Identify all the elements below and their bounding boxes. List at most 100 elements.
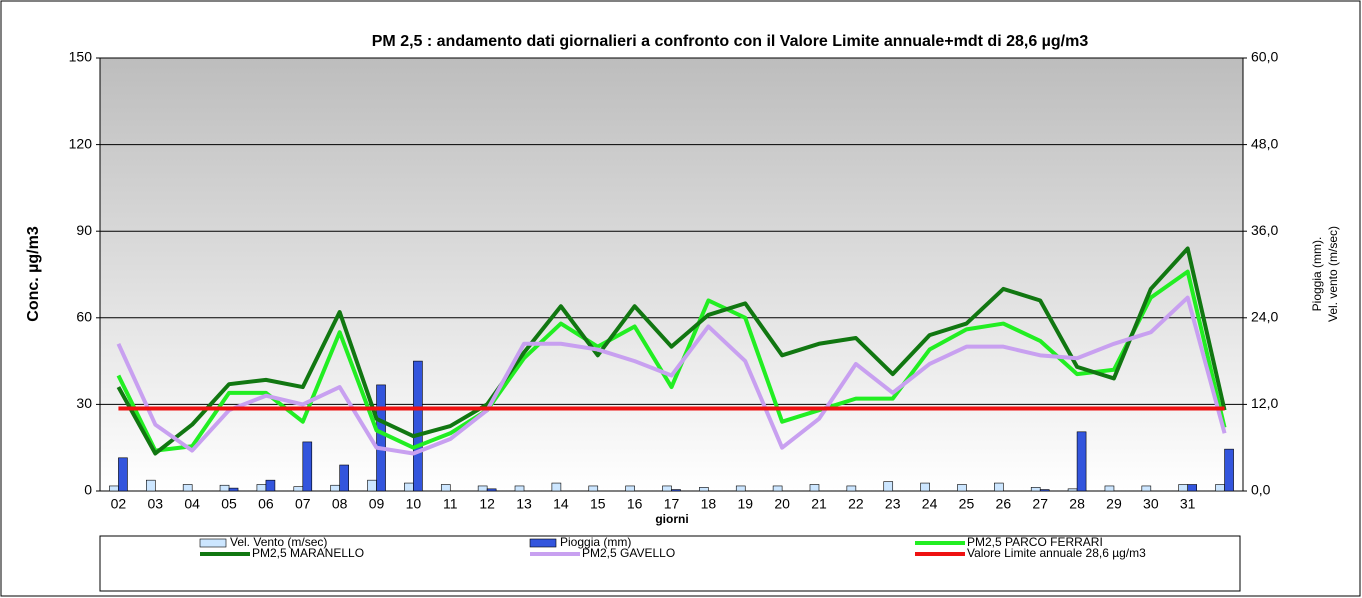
bar — [109, 485, 119, 492]
y2-tick-label: 36,0 — [1251, 222, 1278, 238]
bar — [1076, 431, 1087, 492]
bar — [735, 485, 746, 492]
x-tick-label: 22 — [848, 496, 864, 512]
x-tick-label: 23 — [885, 496, 901, 512]
bar — [486, 488, 497, 492]
bar — [994, 482, 1004, 492]
bar — [1104, 485, 1115, 492]
bar — [477, 485, 488, 492]
bar — [1067, 488, 1078, 492]
bar — [625, 485, 635, 492]
bar — [1141, 485, 1152, 492]
bar — [662, 485, 672, 492]
x-tick-label: 28 — [1069, 496, 1085, 512]
bar — [551, 482, 562, 492]
x-tick-label: 27 — [1032, 496, 1048, 512]
x-tick-label: 06 — [258, 496, 274, 512]
legend-label: Valore Limite annuale 28,6 µg/m3 — [967, 546, 1146, 560]
y-tick-label: 60 — [76, 309, 92, 325]
y-axis-label: Conc. µg/m3 — [25, 226, 42, 322]
bar — [376, 384, 386, 492]
x-tick-label: 07 — [295, 496, 311, 512]
y-tick-label: 120 — [69, 135, 93, 151]
x-tick-label: 19 — [737, 496, 753, 512]
legend-label: PM2,5 GAVELLO — [582, 546, 675, 560]
bar — [772, 485, 783, 492]
plot-area — [99, 57, 1244, 492]
bar — [146, 479, 156, 492]
x-tick-label: 21 — [811, 496, 827, 512]
bar — [671, 489, 681, 492]
bar — [588, 485, 599, 492]
bar — [699, 487, 709, 492]
x-tick-label: 14 — [553, 496, 569, 512]
bar — [302, 441, 313, 492]
bar — [228, 487, 239, 492]
bar — [1039, 489, 1050, 492]
x-tick-label: 17 — [664, 496, 680, 512]
x-tick-label: 30 — [1143, 496, 1159, 512]
bar — [1224, 448, 1234, 492]
chart-title: PM 2,5 : andamento dati giornalieri a co… — [372, 33, 1089, 50]
y2-tick-label: 12,0 — [1251, 395, 1278, 411]
bar — [256, 484, 267, 492]
legend-label: PM2,5 PARCO FERRARI — [967, 535, 1103, 549]
x-tick-label: 20 — [774, 496, 790, 512]
bar — [265, 479, 276, 492]
y-tick-label: 150 — [69, 49, 93, 65]
bar — [1030, 487, 1041, 492]
bar — [413, 360, 423, 492]
y2-tick-label: 0,0 — [1251, 482, 1271, 498]
legend-label: Pioggia (mm) — [560, 535, 631, 549]
x-tick-label: 02 — [111, 496, 127, 512]
x-tick-label: 09 — [369, 496, 385, 512]
x-tick-label: 15 — [590, 496, 606, 512]
bar — [293, 486, 304, 492]
x-tick-label: 11 — [443, 496, 458, 512]
x-tick-label: 18 — [701, 496, 717, 512]
x-tick-label: 08 — [332, 496, 348, 512]
bar — [367, 479, 377, 492]
legend-swatch — [199, 538, 227, 548]
x-tick-label: 29 — [1106, 496, 1122, 512]
bar — [846, 485, 857, 492]
bar — [404, 482, 414, 492]
legend-label: Vel. Vento (m/sec) — [230, 535, 327, 549]
bar — [219, 484, 230, 492]
legend-swatch — [529, 538, 557, 548]
y2-tick-label: 48,0 — [1251, 135, 1278, 151]
legend-box — [99, 535, 1241, 592]
x-tick-label: 04 — [184, 496, 200, 512]
x-tick-label: 16 — [627, 496, 643, 512]
y2-tick-label: 24,0 — [1251, 309, 1278, 325]
y-tick-label: 90 — [76, 222, 92, 238]
bar — [118, 457, 128, 492]
x-tick-label: 25 — [959, 496, 975, 512]
bar — [1215, 484, 1225, 492]
bar — [809, 484, 820, 492]
x-tick-label: 05 — [221, 496, 237, 512]
y2-tick-label: 60,0 — [1251, 49, 1278, 65]
bar — [957, 484, 967, 492]
x-tick-label: 10 — [406, 496, 422, 512]
bar — [1187, 484, 1197, 492]
x-tick-label: 24 — [922, 496, 938, 512]
bar — [1178, 484, 1188, 492]
y-tick-label: 30 — [76, 395, 92, 411]
bar — [514, 485, 525, 492]
line-series — [116, 295, 1227, 456]
x-tick-label: 13 — [516, 496, 532, 512]
bar — [330, 484, 340, 492]
x-tick-label: 26 — [996, 496, 1012, 512]
bar — [182, 484, 193, 492]
x-axis-label: giorni — [655, 512, 688, 526]
x-tick-label: 31 — [1180, 496, 1196, 512]
line-series — [116, 246, 1227, 456]
line-series — [116, 269, 1227, 453]
x-tick-label: 12 — [479, 496, 495, 512]
bar — [339, 464, 349, 492]
y2-axis-label: Pioggia (mm). — [1310, 237, 1324, 312]
bar — [440, 484, 451, 492]
y2-axis-label: Vel. vento (m/sec) — [1326, 226, 1340, 322]
